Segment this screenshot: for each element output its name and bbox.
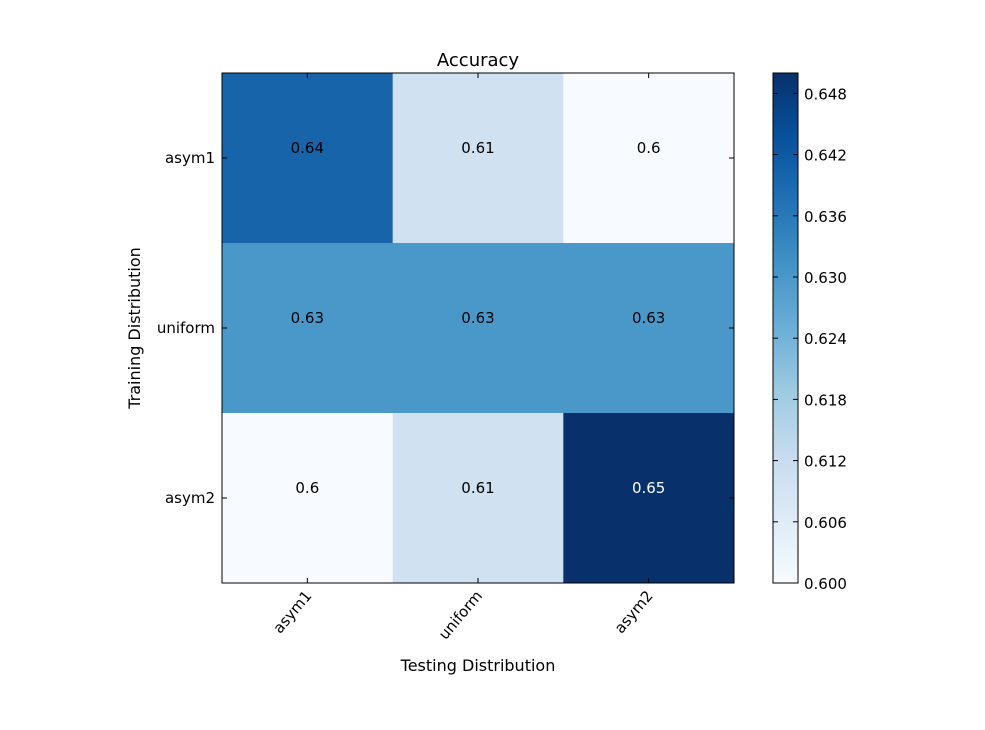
cell-value-label: 0.63 xyxy=(461,309,494,327)
heatmap-cell xyxy=(222,73,394,244)
colorbar-tick-label: 0.606 xyxy=(804,514,847,532)
colorbar-tick-label: 0.630 xyxy=(804,269,847,287)
cell-value-label: 0.61 xyxy=(461,139,494,157)
colorbar-tick-label: 0.600 xyxy=(804,575,847,593)
heatmap-cell xyxy=(563,73,735,244)
colorbar-ticks: 0.600 0.606 0.612 0.618 0.624 0.630 0.636 0.642… xyxy=(773,85,847,593)
y-axis-ticks: asym1 uniform asym2 xyxy=(157,149,734,507)
cell-value-label: 0.63 xyxy=(291,309,324,327)
heatmap-cell-labels: 0.64 0.61 0.6 0.63 0.63 0.63 0.6 0.61 0.65 xyxy=(291,139,666,497)
colorbar-tick-label: 0.612 xyxy=(804,453,847,471)
x-axis-label: Testing Distribution xyxy=(400,656,556,675)
y-tick-label: asym1 xyxy=(165,149,215,167)
colorbar-tick-label: 0.642 xyxy=(804,147,847,165)
heatmap-cell xyxy=(563,413,735,584)
cell-value-label: 0.65 xyxy=(632,479,665,497)
cell-value-label: 0.6 xyxy=(295,479,319,497)
colorbar-tick-label: 0.618 xyxy=(804,391,847,409)
heatmap-cell xyxy=(222,413,394,584)
y-tick-label: uniform xyxy=(157,319,215,337)
chart-title: Accuracy xyxy=(437,50,520,71)
colorbar-tick-label: 0.648 xyxy=(804,85,847,103)
colorbar xyxy=(772,72,799,584)
y-tick-label: asym2 xyxy=(165,489,215,507)
colorbar-tick-label: 0.636 xyxy=(804,208,847,226)
cell-value-label: 0.64 xyxy=(291,139,324,157)
colorbar-tick-label: 0.624 xyxy=(804,330,847,348)
heatmap-cell xyxy=(563,243,735,414)
cell-value-label: 0.63 xyxy=(632,309,665,327)
cell-value-label: 0.6 xyxy=(637,139,661,157)
cell-value-label: 0.61 xyxy=(461,479,494,497)
heatmap-cell xyxy=(392,243,564,414)
heatmap-cell xyxy=(222,243,394,414)
x-tick-label: asym1 xyxy=(269,587,315,637)
heatmap-cell xyxy=(392,413,564,584)
heatmap-cell xyxy=(392,73,564,244)
x-tick-label: asym2 xyxy=(611,587,657,637)
x-tick-label: uniform xyxy=(435,587,486,643)
y-axis-label: Training Distribution xyxy=(125,247,144,410)
heatmap-cells xyxy=(222,73,735,584)
